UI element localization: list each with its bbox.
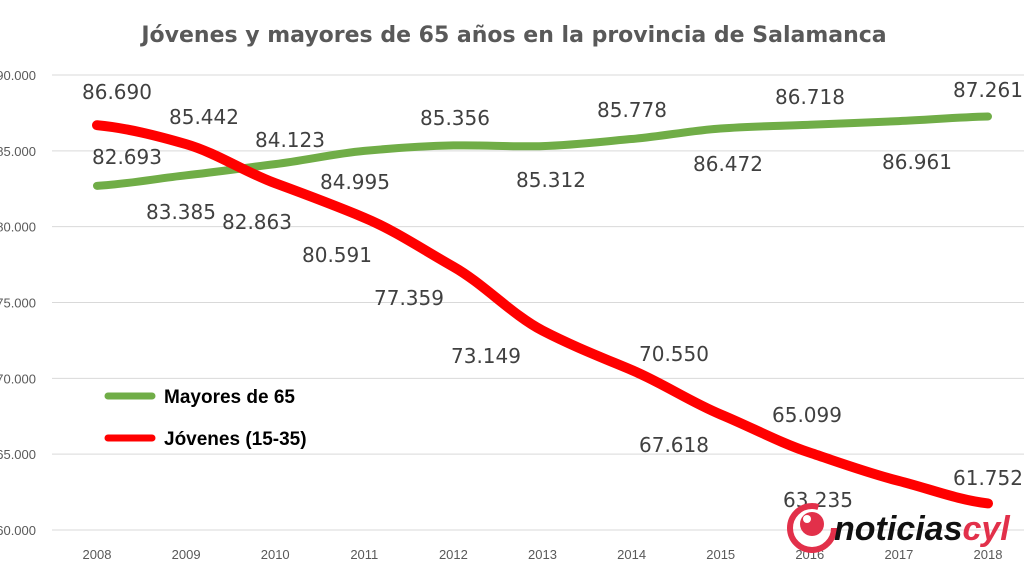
x-tick-label: 2014 [617,547,646,562]
data-label: 67.618 [639,433,709,457]
x-tick-label: 2017 [884,547,913,562]
data-label: 85.356 [420,106,490,130]
data-label: 65.099 [772,403,842,427]
data-label: 85.312 [516,168,586,192]
x-tick-label: 2010 [261,547,290,562]
data-label: 61.752 [953,466,1023,490]
data-label: 86.472 [693,152,763,176]
series-line-jovenes [92,120,993,509]
x-tick-label: 2012 [439,547,468,562]
data-label: 82.863 [222,210,292,234]
data-label: 80.591 [302,243,372,267]
data-label: 86.690 [82,80,152,104]
y-tick-label: 90.000 [0,68,36,83]
y-axis: 60.000 65.000 70.000 75.000 80.000 85.000 90.0… [0,68,36,538]
data-label: 84.995 [320,170,390,194]
chart-title: Jóvenes y mayores de 65 años en la provi… [139,23,886,48]
y-tick-label: 85.000 [0,144,36,159]
x-tick-label: 2013 [528,547,557,562]
x-tick-label: 2008 [83,547,112,562]
data-label: 85.442 [169,105,239,129]
svg-text:noticiascyl: noticiascyl [834,510,1011,548]
data-label: 84.123 [255,128,325,152]
x-tick-label: 2015 [706,547,735,562]
x-tick-label: 2009 [172,547,201,562]
data-label: 87.261 [953,78,1023,102]
y-tick-label: 80.000 [0,220,36,235]
data-label: 73.149 [451,344,521,368]
data-label: 82.693 [92,145,162,169]
data-labels: 82.693 83.385 84.123 84.995 85.356 85.312 85.7… [82,78,1023,512]
data-label: 86.718 [775,85,845,109]
data-label: 77.359 [374,286,444,310]
y-tick-label: 75.000 [0,296,36,311]
series-lines [92,112,993,509]
data-label: 86.961 [882,150,952,174]
y-tick-label: 70.000 [0,371,36,386]
legend-label-jovenes: Jóvenes (15-35) [164,429,307,450]
x-axis: 2008 2009 2010 2011 2012 2013 2014 2015 2016 2017… [83,547,1003,562]
y-tick-label: 60.000 [0,523,36,538]
data-label: 85.778 [597,98,667,122]
data-label: 70.550 [639,342,709,366]
x-tick-label: 2018 [974,547,1003,562]
watermark-logo: noticiascyl [787,503,1011,553]
legend-label-mayores: Mayores de 65 [164,387,295,408]
legend: Mayores de 65 Jóvenes (15-35) [104,387,307,450]
y-tick-label: 65.000 [0,447,36,462]
data-label: 83.385 [146,200,216,224]
x-tick-label: 2011 [350,547,378,562]
